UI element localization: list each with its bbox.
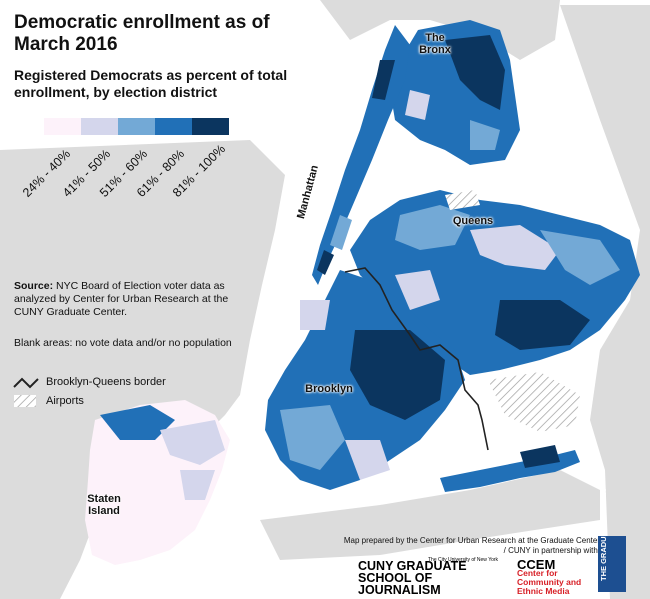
legend-swatch-2 — [81, 118, 118, 135]
staten-island-label: Staten Island — [87, 493, 121, 517]
laguardia-airport — [445, 190, 480, 210]
source-text: NYC Board of Election voter data as anal… — [14, 280, 229, 318]
new-jersey-land — [0, 140, 285, 599]
long-island-land — [560, 5, 650, 599]
queens-label: Queens — [452, 215, 494, 227]
legend-swatch-1 — [44, 118, 81, 135]
map-subtitle: Registered Democrats as percent of total… — [14, 67, 288, 100]
cuny-logo-small: The City University of New York — [428, 557, 499, 563]
ccem-logo-main: CCEM — [517, 557, 556, 572]
legend-swatch-3 — [118, 118, 155, 135]
airports-key-label: Airports — [46, 395, 84, 407]
airports-key: Airports — [46, 395, 84, 407]
brooklyn-queens-border — [344, 267, 489, 451]
map-title: Democratic enrollment as of March 2016 — [14, 12, 270, 55]
cuny-logo-main: CUNY GRADUATE SCHOOL OF JOURNALISM — [358, 559, 467, 597]
credits-note: Map prepared by the Center for Urban Res… — [343, 536, 600, 555]
bronx-label: The Bronx — [419, 32, 451, 56]
legend-swatch-4 — [155, 118, 192, 135]
cuny-journalism-logo: The City University of New York CUNY GRA… — [358, 557, 508, 597]
source-note: Source: NYC Board of Election voter data… — [14, 280, 254, 319]
jfk-airport — [488, 372, 580, 432]
border-key-label: Brooklyn-Queens border — [46, 376, 166, 388]
brooklyn-label: Brooklyn — [305, 383, 353, 395]
border-key-icon — [13, 377, 39, 389]
border-key: Brooklyn-Queens border — [46, 376, 166, 388]
south-land — [260, 470, 600, 560]
graduate-center-logo: THE GRADUATE CENTER — [598, 489, 626, 592]
source-prefix: Source: — [14, 280, 54, 292]
ccem-logo-sub: Center for Community and Ethnic Media — [517, 568, 582, 596]
blank-areas-note: Blank areas: no vote data and/or no popu… — [14, 337, 232, 349]
airport-key-icon — [14, 395, 36, 407]
gc-logo-text: THE GRADUATE CENTER — [599, 489, 608, 581]
legend-swatch-5 — [192, 118, 229, 135]
ccem-logo: CCEM Center for Community and Ethnic Med… — [517, 557, 595, 596]
